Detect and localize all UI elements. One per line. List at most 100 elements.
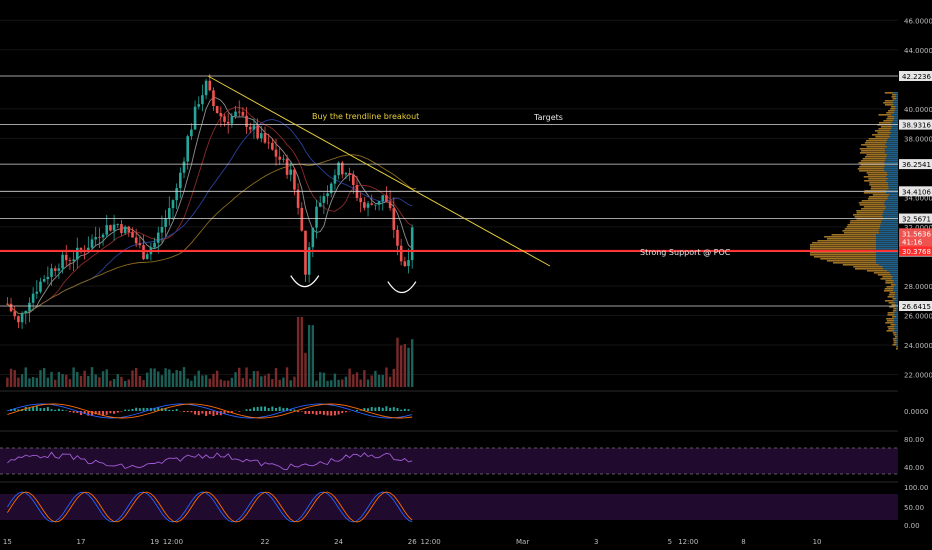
candle-body	[256, 125, 259, 139]
candle-body	[109, 225, 112, 231]
macd-histogram-bar	[407, 409, 410, 411]
volume-profile-bar	[858, 162, 898, 164]
volume-bar	[94, 374, 97, 387]
volume-bar	[352, 374, 355, 387]
volume-profile-bar	[810, 246, 898, 248]
volume-profile-value	[886, 146, 898, 148]
volume-profile-bar	[860, 164, 898, 166]
price-tick-label: 46.0000	[904, 17, 932, 25]
volume-profile-value	[887, 178, 898, 180]
volume-profile-bar	[894, 336, 898, 338]
candle-body	[142, 245, 145, 260]
volume-profile-value	[893, 330, 898, 332]
volume-profile-value	[896, 336, 898, 338]
volume-profile-bar	[831, 234, 898, 236]
annotations: Buy the trendline breakout Targets Stron…	[312, 112, 731, 257]
macd-histogram-bar	[175, 409, 178, 411]
candle-body	[237, 111, 241, 113]
volume-profile-value	[876, 258, 898, 260]
macd-histogram-bar	[61, 409, 64, 411]
volume-bar	[238, 367, 241, 387]
volume-profile-value	[886, 192, 898, 194]
volume-profile-value	[887, 270, 898, 272]
volume-profile-bar	[864, 190, 898, 192]
volume-profile-value	[876, 234, 898, 236]
volume-profile-bar	[859, 170, 898, 172]
volume-bar	[208, 378, 211, 387]
moving-averages	[7, 96, 417, 314]
candle-body	[282, 158, 285, 160]
macd-histogram-bar	[168, 409, 171, 411]
volume-profile-value	[894, 312, 898, 314]
volume-profile-bar	[872, 134, 898, 136]
volume-profile-bar	[888, 328, 898, 330]
macd-histogram-bar	[378, 406, 381, 411]
candle-body	[31, 293, 35, 303]
volume-bar	[260, 376, 263, 387]
candle-body	[208, 80, 212, 91]
volume-bar	[65, 374, 68, 387]
volume-profile-bar	[810, 252, 898, 254]
volume-profile-value	[886, 140, 898, 142]
volume-profile-bar	[867, 174, 898, 176]
candle-body	[260, 133, 263, 139]
current-price-tag	[899, 228, 932, 247]
candle-body	[105, 225, 109, 235]
volume-bar	[385, 367, 388, 387]
volume-profile-value	[884, 152, 898, 154]
support-note: Strong Support @ POC	[640, 248, 731, 257]
volume-bar	[300, 317, 303, 387]
stoch-tick-label: 0.00	[904, 522, 920, 530]
volume-profile-bar	[893, 308, 898, 310]
volume-profile-value	[893, 290, 898, 292]
volume-profile-bar	[858, 202, 898, 204]
volume-bar	[296, 317, 300, 387]
macd-histogram-bar	[102, 411, 105, 416]
volume-profile-bar	[892, 316, 898, 318]
volume-bar	[278, 379, 281, 387]
candle-body	[348, 173, 351, 175]
volume-bar	[127, 379, 131, 387]
volume-bar	[388, 376, 392, 387]
volume-bar	[68, 379, 72, 387]
candle-body	[182, 161, 186, 173]
candle-body	[337, 162, 340, 176]
volume-profile-value	[888, 188, 898, 190]
volume-profile-bar	[853, 214, 898, 216]
volume-profile-bar	[886, 330, 898, 332]
candle-body	[98, 237, 101, 238]
volume-profile-value	[892, 126, 898, 128]
candle-body	[112, 224, 116, 231]
volume-bar	[293, 376, 296, 387]
horizontal-levels[interactable]	[0, 75, 898, 307]
volume-profile-value	[878, 264, 898, 266]
volume-bar	[359, 379, 362, 387]
volume-profile-bar	[866, 270, 898, 272]
macd-histogram-bar	[367, 408, 370, 411]
volume-profile-bar	[893, 334, 898, 336]
macd-histogram-bar	[330, 411, 333, 416]
macd-histogram-bar	[205, 411, 208, 416]
candle-body	[138, 243, 142, 246]
volume-profile-value	[882, 266, 898, 268]
volume-profile-bar	[896, 348, 898, 350]
volume-profile-bar	[889, 306, 898, 308]
volume-profile-bar	[878, 122, 898, 124]
volume-profile-bar	[884, 300, 898, 302]
trendline-group[interactable]	[207, 75, 551, 267]
candle-body	[64, 254, 68, 261]
volume-bar	[83, 370, 86, 387]
volume-bar	[134, 367, 138, 387]
volume-profile-bar	[892, 94, 898, 96]
volume-profile-value	[894, 306, 898, 308]
macd-histogram-bar	[197, 411, 200, 416]
macd-histogram-bar	[344, 411, 347, 413]
candle-body	[245, 115, 248, 127]
macd-histogram-bar	[94, 411, 97, 415]
descending-trendline[interactable]	[207, 75, 551, 267]
volume-profile-value	[894, 294, 898, 296]
time-tick-label: 19	[150, 538, 159, 546]
candle-body	[333, 175, 337, 184]
price-tick-label: 32.0000	[904, 224, 932, 232]
